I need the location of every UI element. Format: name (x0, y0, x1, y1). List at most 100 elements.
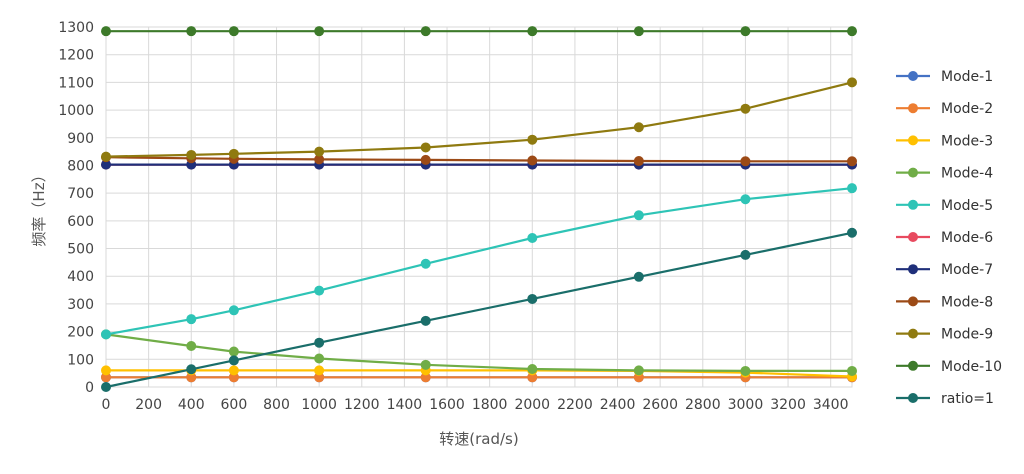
data-point (101, 372, 111, 383)
data-point (740, 103, 751, 114)
y-tick-label: 0 (85, 380, 94, 396)
data-point (314, 154, 325, 165)
data-point (101, 365, 111, 376)
data-point (740, 26, 751, 37)
x-tick-label: 0 (102, 397, 111, 413)
legend-marker (908, 199, 918, 210)
data-point (527, 293, 538, 304)
data-point (740, 194, 751, 205)
data-point (420, 315, 431, 326)
data-point (633, 210, 644, 221)
legend-item: Mode-10 (896, 359, 1002, 375)
data-point (101, 151, 111, 162)
series-mode-8 (101, 152, 857, 167)
data-point (101, 159, 111, 170)
legend-item: Mode-5 (896, 198, 993, 214)
data-point (186, 364, 197, 375)
y-tick-label: 300 (67, 297, 94, 313)
plot-frame (105, 26, 853, 388)
legend-item: ratio=1 (896, 391, 994, 407)
x-tick-label: 800 (263, 397, 290, 413)
legend-marker (908, 135, 918, 146)
legend-marker (908, 232, 918, 242)
x-axis-label: 转速(rad/s) (439, 430, 518, 448)
data-point (314, 372, 325, 383)
x-tick-label: 2400 (600, 397, 636, 413)
data-point (228, 26, 239, 37)
series-lines (101, 26, 857, 392)
x-tick-label: 3200 (770, 397, 806, 413)
data-point (847, 365, 857, 376)
x-tick-label: 2000 (514, 397, 550, 413)
legend-label: Mode-5 (941, 198, 993, 214)
legend-marker (908, 103, 918, 114)
data-point (228, 365, 239, 376)
series-mode-9 (101, 77, 857, 162)
data-point (633, 271, 644, 282)
legend-label: Mode-3 (941, 133, 993, 149)
data-point (186, 26, 197, 37)
data-point (101, 382, 111, 392)
x-tick-label: 1600 (429, 397, 465, 413)
data-point (228, 372, 239, 383)
legend: Mode-1 Mode-2 Mode-3 Mode-4 Mode-5 Mode-6 Mode… (896, 69, 1002, 407)
data-point (740, 249, 751, 260)
y-tick-label: 400 (67, 269, 94, 285)
data-point (740, 365, 751, 376)
data-point (527, 364, 538, 374)
data-point (633, 365, 644, 376)
data-point (847, 77, 857, 88)
data-point (420, 142, 431, 153)
data-point (740, 156, 751, 167)
x-tick-label: 200 (135, 397, 162, 413)
legend-marker (908, 393, 918, 403)
y-axis-label: 频率（Hz） (30, 167, 48, 246)
data-point (314, 146, 325, 157)
y-tick-label: 200 (67, 325, 94, 341)
series-ratio-1 (101, 227, 857, 392)
legend-label: ratio=1 (941, 391, 994, 407)
data-point (314, 365, 325, 376)
x-tick-label: 400 (178, 397, 205, 413)
legend-label: Mode-6 (941, 230, 993, 246)
legend-item: Mode-4 (896, 166, 993, 182)
series-mode-4 (101, 329, 857, 376)
data-point (186, 149, 197, 160)
data-point (847, 156, 857, 167)
data-point (847, 26, 857, 37)
data-point (314, 353, 325, 364)
data-point (228, 305, 239, 316)
data-point (186, 341, 197, 352)
data-point (314, 337, 325, 348)
x-tick-label: 1400 (387, 397, 423, 413)
data-point (314, 285, 325, 296)
legend-marker (908, 167, 918, 178)
x-tick-label: 600 (221, 397, 248, 413)
legend-marker (908, 360, 918, 371)
data-point (527, 155, 538, 166)
y-tick-label: 800 (67, 158, 94, 174)
series-mode-10 (101, 26, 857, 37)
x-tick-label: 1200 (344, 397, 380, 413)
data-point (420, 372, 431, 383)
legend-item: Mode-3 (896, 133, 993, 149)
data-point (228, 148, 239, 159)
series-mode-5 (101, 183, 857, 340)
x-tick-label: 1000 (301, 397, 337, 413)
data-point (633, 122, 644, 133)
y-tick-label: 1200 (58, 48, 94, 64)
grid (105, 26, 853, 388)
legend-label: Mode-7 (941, 262, 993, 278)
data-point (420, 258, 431, 269)
x-tick-label: 3000 (728, 397, 764, 413)
y-tick-label: 600 (67, 214, 94, 230)
x-tick-label: 2200 (557, 397, 593, 413)
legend-marker (908, 264, 918, 275)
series-line (105, 231, 853, 389)
x-tick-label: 2600 (642, 397, 678, 413)
legend-item: Mode-2 (896, 101, 993, 117)
legend-item: Mode-9 (896, 327, 993, 343)
legend-label: Mode-9 (941, 327, 993, 343)
data-point (101, 26, 111, 37)
